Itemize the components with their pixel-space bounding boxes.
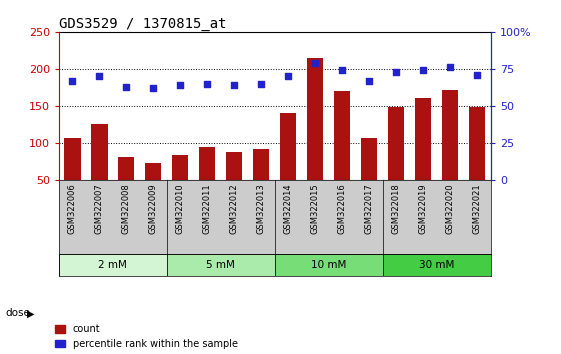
- Point: [446, 64, 455, 70]
- Text: GSM322016: GSM322016: [338, 184, 347, 234]
- Text: GSM322013: GSM322013: [257, 184, 266, 234]
- Point: [68, 78, 77, 84]
- Bar: [65, 138, 81, 180]
- Point: [257, 81, 266, 86]
- Bar: [275, 254, 383, 276]
- Bar: [334, 91, 351, 180]
- Text: GSM322017: GSM322017: [365, 184, 374, 234]
- Bar: [361, 138, 378, 180]
- Text: GSM322008: GSM322008: [122, 184, 131, 234]
- Text: GSM322006: GSM322006: [68, 184, 77, 234]
- Bar: [254, 149, 269, 180]
- Text: GSM322009: GSM322009: [149, 184, 158, 234]
- Point: [122, 84, 131, 90]
- Text: GSM322019: GSM322019: [419, 184, 428, 234]
- Text: 10 mM: 10 mM: [311, 260, 347, 270]
- Text: GSM322011: GSM322011: [203, 184, 212, 234]
- Text: GSM322014: GSM322014: [284, 184, 293, 234]
- Text: GSM322020: GSM322020: [446, 184, 455, 234]
- Bar: [415, 98, 431, 180]
- Text: GSM322015: GSM322015: [311, 184, 320, 234]
- Point: [203, 81, 212, 86]
- Bar: [172, 155, 188, 180]
- Text: GSM322018: GSM322018: [392, 184, 401, 234]
- Bar: [442, 90, 458, 180]
- Bar: [199, 147, 215, 180]
- Text: 30 mM: 30 mM: [419, 260, 454, 270]
- Point: [419, 68, 428, 73]
- Point: [311, 60, 320, 66]
- Bar: [167, 254, 275, 276]
- Bar: [226, 152, 242, 180]
- Text: dose: dose: [6, 308, 30, 318]
- Point: [365, 78, 374, 84]
- Point: [392, 69, 401, 75]
- Text: 5 mM: 5 mM: [206, 260, 235, 270]
- Point: [284, 73, 293, 79]
- Bar: [118, 157, 135, 180]
- Point: [95, 73, 104, 79]
- Text: GSM322007: GSM322007: [95, 184, 104, 234]
- Bar: [91, 124, 108, 180]
- Text: GDS3529 / 1370815_at: GDS3529 / 1370815_at: [59, 17, 227, 31]
- Point: [176, 82, 185, 88]
- Text: GSM322021: GSM322021: [473, 184, 482, 234]
- Point: [149, 85, 158, 91]
- Text: GSM322012: GSM322012: [230, 184, 239, 234]
- Bar: [469, 107, 485, 180]
- Bar: [145, 163, 162, 180]
- Bar: [388, 107, 404, 180]
- Bar: [59, 254, 167, 276]
- Point: [338, 68, 347, 73]
- Legend: count, percentile rank within the sample: count, percentile rank within the sample: [56, 324, 238, 349]
- Text: 2 mM: 2 mM: [99, 260, 127, 270]
- Bar: [280, 113, 297, 180]
- Bar: [307, 58, 324, 180]
- Text: ▶: ▶: [27, 308, 34, 318]
- Bar: [383, 254, 491, 276]
- Point: [473, 72, 482, 78]
- Point: [230, 82, 239, 88]
- Text: GSM322010: GSM322010: [176, 184, 185, 234]
